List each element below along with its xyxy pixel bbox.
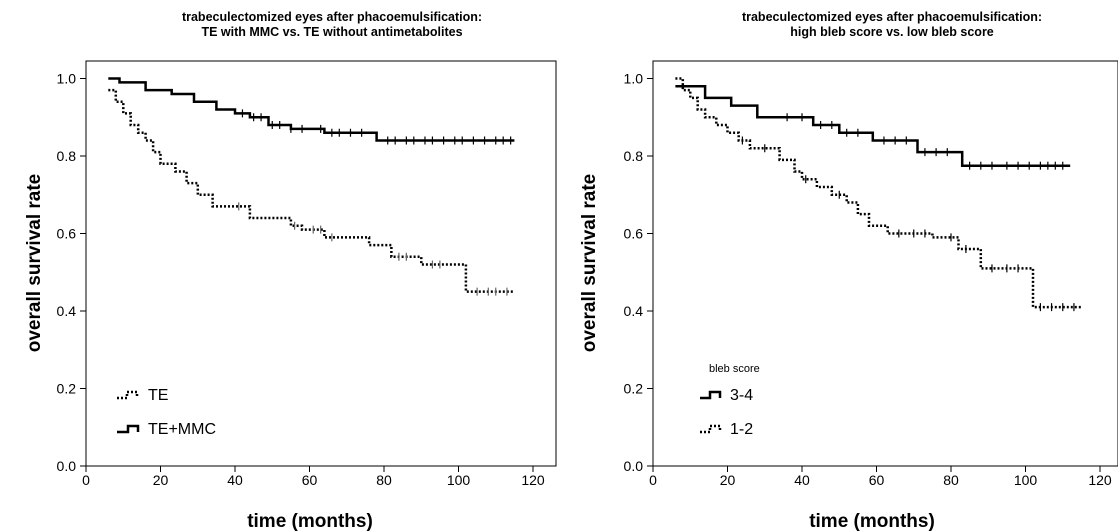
legend-title: bleb score (709, 363, 760, 375)
series-3-4-line (675, 85, 1071, 167)
y-tick-label: 0.2 (57, 381, 77, 397)
y-tick-label: 0.6 (57, 226, 77, 242)
legend-label-3-4: 3-4 (730, 387, 753, 404)
chart-title-line-2: TE with MMC vs. TE without antimetabolit… (201, 25, 462, 39)
y-tick-label: 0.2 (624, 381, 644, 397)
legend-swatch-1-2 (700, 424, 722, 434)
x-axis-label: time (months) (247, 511, 373, 532)
plot-area (85, 60, 557, 467)
y-tick-label: 0.0 (624, 458, 644, 474)
y-tick-label: 0.4 (624, 303, 644, 319)
y-tick-label: 0.8 (57, 148, 77, 164)
x-tick-label: 100 (1014, 472, 1038, 488)
y-tick-label: 0.6 (624, 226, 644, 242)
legend: TE TE+MMC (117, 387, 216, 438)
x-tick-label: 0 (82, 472, 90, 488)
x-tick-label: 60 (302, 472, 318, 488)
x-tick-label: 20 (153, 472, 169, 488)
x-tick-label: 40 (227, 472, 243, 488)
legend: bleb score 3-4 1-2 (700, 363, 760, 438)
legend-swatch-te-mmc (117, 424, 140, 434)
chart-title-line-2: high bleb score vs. low bleb score (790, 25, 994, 39)
axis-ticks: 0 20 40 60 80 100 120 0.0 0.2 0.4 0.6 0.8 1.0 (624, 71, 1112, 489)
y-tick-label: 0.4 (57, 303, 77, 319)
y-axis-label: overall survival rate (24, 174, 45, 353)
x-tick-label: 60 (869, 472, 885, 488)
y-tick-label: 0.0 (57, 458, 77, 474)
legend-label-te: TE (148, 387, 168, 404)
x-tick-label: 20 (720, 472, 736, 488)
series-te-line (108, 88, 515, 293)
y-tick-label: 1.0 (624, 71, 644, 87)
chart-panel-left: trabeculectomized eyes after phacoemulsi… (24, 10, 557, 532)
chart-panel-right: trabeculectomized eyes after phacoemulsi… (579, 10, 1118, 532)
legend-swatch-te (117, 390, 139, 400)
x-tick-label: 0 (649, 472, 657, 488)
x-tick-label: 120 (521, 472, 545, 488)
series-layer (675, 77, 1082, 312)
axis-ticks: 0 20 40 60 80 100 120 0.0 0.2 0.4 0.6 0.8 1.0 (57, 71, 545, 489)
series-layer (108, 77, 515, 296)
legend-swatch-3-4 (700, 390, 722, 400)
x-tick-label: 40 (794, 472, 810, 488)
x-tick-label: 100 (447, 472, 471, 488)
legend-label-1-2: 1-2 (730, 421, 753, 438)
chart-title-line-1: trabeculectomized eyes after phacoemulsi… (742, 10, 1042, 24)
legend-label-te-mmc: TE+MMC (148, 421, 216, 438)
y-axis-label: overall survival rate (579, 174, 600, 353)
chart-title-line-1: trabeculectomized eyes after phacoemulsi… (182, 10, 482, 24)
y-tick-label: 0.8 (624, 148, 644, 164)
y-tick-label: 1.0 (57, 71, 77, 87)
x-tick-label: 80 (376, 472, 392, 488)
plot-area (652, 60, 1118, 467)
x-tick-label: 120 (1088, 472, 1112, 488)
x-tick-label: 80 (943, 472, 959, 488)
x-axis-label: time (months) (809, 511, 935, 532)
series-te-mmc-line (108, 77, 515, 142)
